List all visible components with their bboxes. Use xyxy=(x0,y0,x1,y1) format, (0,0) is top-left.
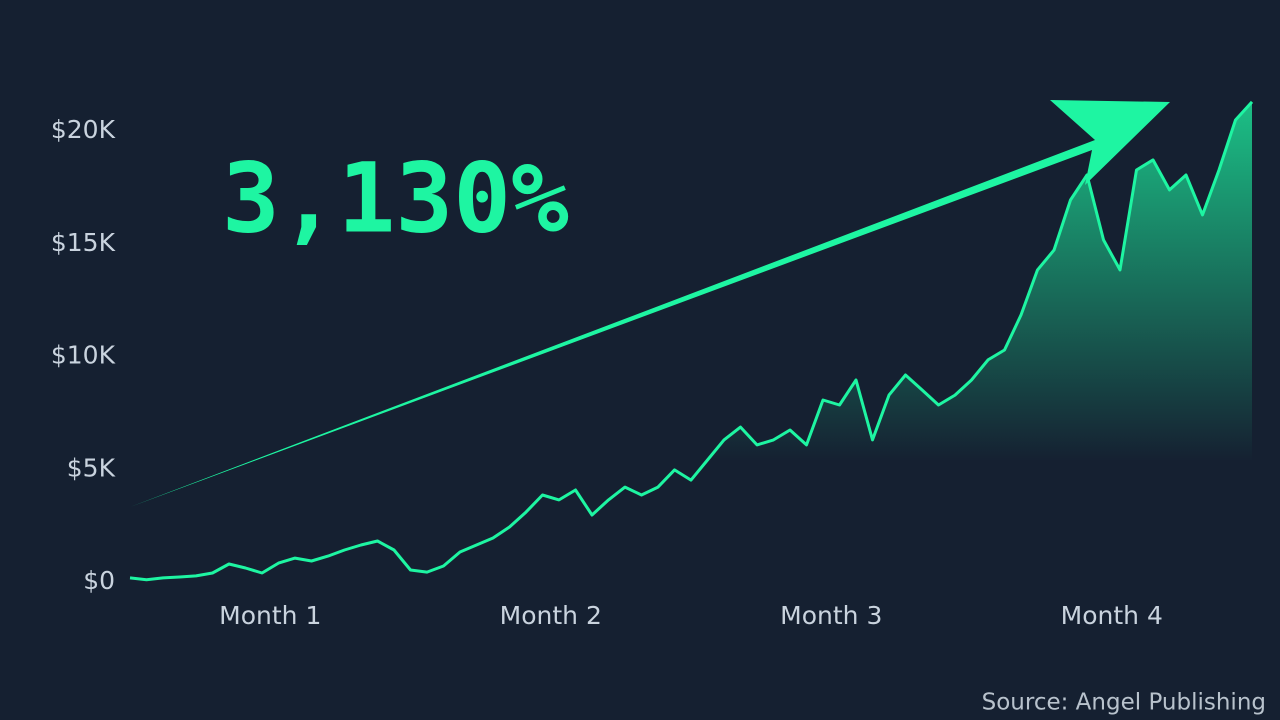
line xyxy=(129,100,1254,582)
x-tick-label: Month 4 xyxy=(1061,601,1163,630)
y-tick-label: $10K xyxy=(51,341,116,370)
source: Source: Angel Publishing xyxy=(982,690,1266,716)
area xyxy=(130,101,1252,583)
y-tick-label: $15K xyxy=(51,228,116,257)
y-tick-label: $0 xyxy=(83,566,115,595)
annotation: 3,130% xyxy=(222,142,569,254)
x-tick-label: Month 2 xyxy=(500,601,602,630)
x-tick-label: Month 1 xyxy=(219,601,321,630)
x-tick-label: Month 3 xyxy=(780,601,882,630)
y-tick-label: $20K xyxy=(51,115,116,144)
y-tick-label: $5K xyxy=(67,453,116,482)
